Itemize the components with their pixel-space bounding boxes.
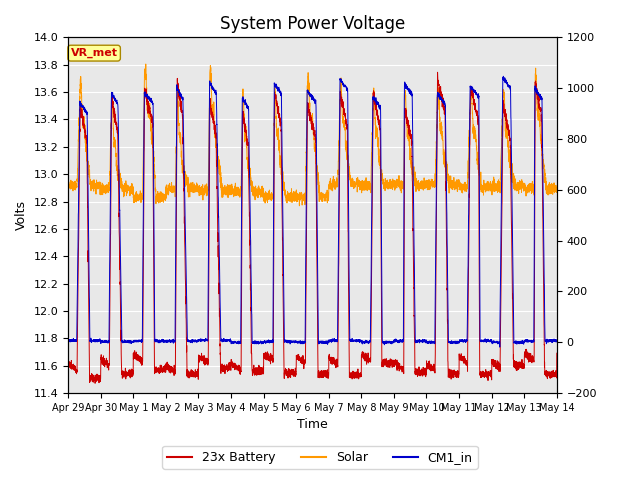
23x Battery — [152, 364, 160, 370]
Solar — [142, 61, 150, 67]
Line: Solar: Solar — [68, 64, 557, 206]
Solar — [296, 203, 303, 209]
23x Battery — [294, 356, 301, 362]
Title: System Power Voltage: System Power Voltage — [220, 15, 405, 33]
X-axis label: Time: Time — [297, 419, 328, 432]
23x Battery — [552, 370, 560, 376]
Text: VR_met: VR_met — [70, 48, 118, 58]
23x Battery — [395, 360, 403, 366]
CM1_in — [152, 338, 160, 344]
23x Battery — [434, 70, 442, 75]
CM1_in — [552, 338, 560, 344]
CM1_in — [449, 339, 457, 345]
23x Battery — [449, 371, 457, 376]
Solar — [64, 186, 72, 192]
Solar — [422, 184, 429, 190]
Solar — [152, 196, 160, 202]
Legend: 23x Battery, Solar, CM1_in: 23x Battery, Solar, CM1_in — [163, 446, 477, 469]
Y-axis label: Volts: Volts — [15, 200, 28, 230]
CM1_in — [64, 336, 72, 342]
Solar — [449, 185, 457, 191]
23x Battery — [553, 350, 561, 356]
23x Battery — [92, 380, 99, 386]
Solar — [552, 190, 560, 195]
CM1_in — [499, 73, 507, 79]
CM1_in — [422, 339, 429, 345]
Line: CM1_in: CM1_in — [68, 76, 557, 347]
CM1_in — [294, 339, 301, 345]
Line: 23x Battery: 23x Battery — [68, 72, 557, 383]
CM1_in — [553, 339, 561, 345]
23x Battery — [64, 364, 72, 370]
23x Battery — [422, 372, 429, 377]
Solar — [294, 192, 301, 198]
Solar — [395, 179, 403, 184]
CM1_in — [395, 338, 403, 344]
CM1_in — [496, 344, 504, 350]
Solar — [553, 185, 561, 191]
